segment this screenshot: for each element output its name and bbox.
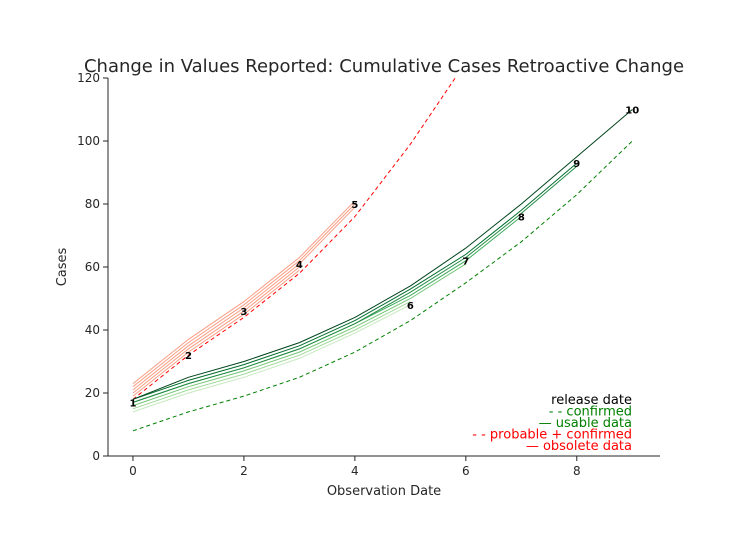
- x-tick-label: 4: [351, 464, 359, 478]
- point-annotation-4: 4: [296, 260, 303, 271]
- point-annotation-8: 8: [518, 213, 525, 224]
- x-tick-label: 6: [462, 464, 470, 478]
- y-tick-label: 20: [85, 386, 100, 400]
- y-tick-label: 0: [92, 449, 100, 463]
- point-annotation-3: 3: [240, 307, 247, 318]
- series-line-usable-13: [132, 109, 633, 400]
- series-line-usable-12: [132, 162, 578, 400]
- series-line-obsolete-2: [132, 269, 300, 397]
- point-annotation-9: 9: [573, 159, 580, 170]
- x-axis-label: Observation Date: [327, 484, 441, 499]
- y-tick-label: 100: [77, 134, 100, 148]
- series-line-probable-confirmed-1: [132, 78, 456, 400]
- series-line-usable-11: [132, 165, 578, 403]
- legend-entry-0: - - confirmed: [549, 405, 632, 420]
- series-line-usable-8: [132, 301, 411, 410]
- x-tick-label: 8: [573, 464, 581, 478]
- y-tick-label: 60: [85, 260, 100, 274]
- legend-title: release date: [551, 393, 632, 408]
- series-layer: [132, 78, 633, 432]
- point-annotation-2: 2: [185, 351, 192, 362]
- y-tick-label: 40: [85, 323, 100, 337]
- point-annotation-7: 7: [462, 257, 469, 268]
- series-line-obsolete-6: [132, 200, 356, 384]
- legend: release date- - confirmed— usable data- …: [472, 393, 632, 454]
- y-tick-label: 80: [85, 197, 100, 211]
- series-line-usable-7: [132, 304, 411, 413]
- y-axis-label: Cases: [55, 247, 70, 286]
- series-line-obsolete-4: [132, 206, 356, 391]
- point-annotation-5: 5: [351, 200, 358, 211]
- y-tick-label: 120: [77, 71, 100, 85]
- point-annotation-10: 10: [625, 106, 639, 117]
- chart-title: Change in Values Reported: Cumulative Ca…: [84, 56, 684, 77]
- x-tick-label: 0: [129, 464, 137, 478]
- x-tick-label: 2: [240, 464, 248, 478]
- annotation-layer: 1 2 3 4 5 6 7 8 9 10: [129, 106, 639, 410]
- series-line-usable-9: [132, 263, 467, 407]
- point-annotation-1: 1: [129, 398, 136, 409]
- series-line-obsolete-5: [132, 203, 356, 388]
- legend-entry-2: - - probable + confirmed: [472, 428, 632, 443]
- legend-entry-3: — obsolete data: [526, 439, 632, 454]
- series-line-obsolete-3: [132, 266, 300, 394]
- point-annotation-6: 6: [407, 301, 414, 312]
- series-line-confirmed-0: [132, 140, 633, 432]
- legend-entry-1: — usable data: [539, 416, 632, 431]
